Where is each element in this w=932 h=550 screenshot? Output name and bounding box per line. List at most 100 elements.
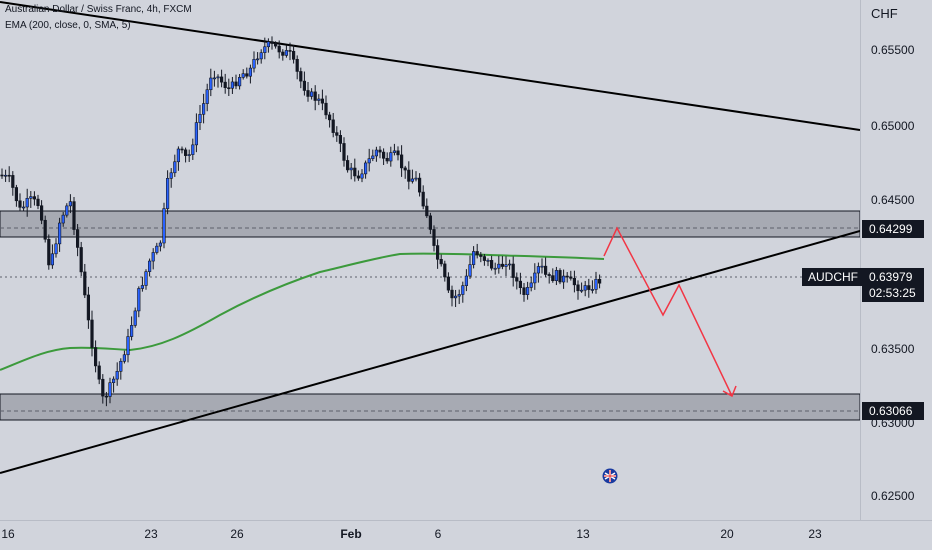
- candle-body: [396, 150, 400, 156]
- time-tick: 23: [808, 527, 822, 541]
- candle-body: [166, 178, 170, 209]
- candle-body: [151, 252, 155, 262]
- candle-body: [29, 196, 33, 199]
- candle-body: [497, 263, 501, 269]
- symbol-legend[interactable]: Australian Dollar / Swiss Franc, 4h, FXC…: [5, 4, 192, 15]
- candle-body: [83, 271, 87, 296]
- candle-body: [349, 167, 353, 171]
- candle-body: [148, 260, 152, 272]
- candle-body: [144, 271, 148, 286]
- candle-body: [140, 285, 145, 289]
- candle-body: [194, 122, 199, 146]
- candle-body: [353, 167, 357, 177]
- candle-body: [432, 229, 436, 246]
- candle-body: [122, 354, 126, 362]
- bar-countdown: 02:53:25: [869, 286, 916, 300]
- candle-body: [112, 378, 116, 383]
- candle-body: [356, 175, 361, 179]
- candle-body: [281, 51, 285, 56]
- candle-body: [162, 208, 166, 244]
- candle-body: [241, 73, 245, 78]
- candle-body: [597, 278, 602, 284]
- candle-body: [245, 73, 249, 77]
- candle-body: [558, 270, 562, 283]
- candle-body: [579, 289, 584, 292]
- candle-body: [576, 284, 580, 292]
- candle-body: [7, 174, 11, 177]
- candle-body: [363, 162, 368, 175]
- candle-body: [327, 114, 332, 121]
- candle-body: [21, 206, 26, 209]
- candle-body: [461, 285, 465, 295]
- candle-body: [551, 275, 555, 281]
- candle-body: [273, 43, 278, 47]
- price-tick: 0.63500: [871, 342, 915, 356]
- candle-body: [94, 347, 98, 367]
- candle-body: [421, 191, 425, 207]
- price-tick: 0.65500: [871, 43, 915, 57]
- ascending-trendline[interactable]: [0, 230, 860, 474]
- candle-body: [522, 287, 526, 295]
- candle-body: [425, 205, 429, 217]
- candle-body: [374, 149, 379, 157]
- current-price-tag: 0.63979 02:53:25: [862, 268, 924, 302]
- candle-body: [184, 149, 188, 156]
- candle-body: [43, 219, 47, 240]
- candle-body: [594, 278, 598, 290]
- indicator-legend[interactable]: EMA (200, close, 0, SMA, 5): [5, 20, 131, 31]
- ema-200-line: [0, 252, 605, 371]
- axis-currency-label: CHF: [871, 6, 898, 21]
- candle-body: [61, 214, 65, 224]
- candle-body: [299, 71, 303, 82]
- candle-body: [47, 238, 51, 266]
- candle-body: [407, 169, 411, 182]
- candle-body: [90, 319, 94, 348]
- time-tick: 13: [576, 527, 590, 541]
- candle-body: [518, 280, 522, 289]
- price-chart-svg[interactable]: [0, 0, 860, 520]
- price-axis[interactable]: CHF 0.65500 0.65000 0.64500 0.63500 0.63…: [860, 0, 932, 520]
- candle-body: [133, 310, 137, 326]
- candle-body: [345, 160, 350, 171]
- candle-body: [230, 81, 235, 89]
- candle-body: [0, 174, 4, 177]
- candle-body: [54, 243, 58, 255]
- time-tick: 6: [434, 527, 442, 541]
- candle-body: [450, 289, 454, 299]
- descending-trendline[interactable]: [0, 1, 860, 131]
- candle-body: [212, 77, 217, 80]
- time-axis[interactable]: 16 23 26 Feb 6 13 20 23: [0, 520, 932, 550]
- projection-path[interactable]: [603, 226, 733, 397]
- candle-body: [399, 154, 404, 169]
- candle-body: [306, 90, 310, 97]
- candle-body: [288, 50, 292, 52]
- candle-body: [313, 91, 317, 101]
- candle-body: [385, 157, 389, 162]
- candle-body: [317, 98, 321, 101]
- candle-body: [302, 80, 307, 91]
- price-tick: 0.65000: [871, 119, 915, 133]
- upper-zone-price-tag: 0.64299: [862, 220, 924, 238]
- candle-body: [158, 242, 163, 247]
- candle-body: [176, 148, 181, 163]
- candle-body: [130, 325, 134, 337]
- candle-body: [360, 173, 364, 179]
- chart-plot-area[interactable]: Australian Dollar / Swiss Franc, 4h, FXC…: [0, 0, 860, 520]
- candle-body: [248, 67, 253, 77]
- country-flag-icon[interactable]: [602, 468, 618, 484]
- candle-body: [238, 77, 242, 87]
- candle-body: [468, 264, 472, 277]
- candle-body: [284, 50, 289, 56]
- candle-body: [119, 360, 123, 372]
- candle-body: [569, 276, 573, 279]
- candle-body: [587, 285, 591, 290]
- candle-body: [428, 215, 433, 230]
- candle-body: [263, 46, 267, 54]
- candle-body: [220, 76, 224, 83]
- candle-body: [453, 295, 458, 299]
- candle-body: [536, 266, 540, 274]
- current-price-value: 0.63979: [869, 270, 913, 284]
- candle-body: [270, 41, 274, 44]
- support-zone[interactable]: [0, 393, 860, 421]
